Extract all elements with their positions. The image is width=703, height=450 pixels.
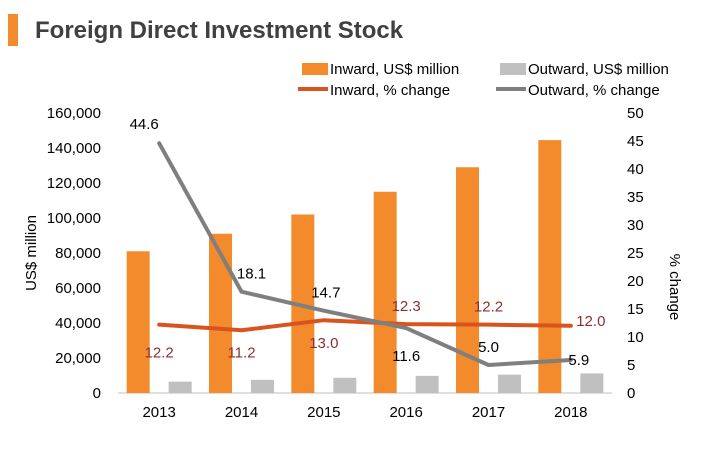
inward-change-point	[405, 323, 407, 325]
outward-change-point	[405, 327, 407, 329]
y2-tick-label: 10	[627, 329, 644, 346]
y-tick-label: 40,000	[55, 315, 101, 332]
outward-change-point	[241, 291, 242, 293]
inward-bar	[456, 167, 479, 393]
y2-tick-label: 50	[627, 105, 644, 122]
outward-change-point	[570, 359, 572, 361]
y-tick-label: 60,000	[55, 280, 101, 297]
data-labels: 12.2 11.2 13.0 12.3 12.2 12.0 44.6 18.1 14.7 11.6…	[130, 116, 606, 369]
inward-change-point	[570, 325, 572, 327]
legend: Inward, US$ million Outward, US$ million I…	[298, 61, 669, 99]
x-tick-label: 2015	[307, 404, 340, 421]
y-tick-label: 100,000	[47, 210, 101, 227]
inward-bar	[373, 191, 397, 393]
inward-bar	[126, 251, 150, 393]
y2-tick-label: 0	[627, 385, 635, 402]
inward-change-point	[241, 329, 242, 331]
y-tick-label: 140,000	[47, 140, 101, 157]
y2-tick-label: 15	[627, 301, 644, 318]
x-tick-label: 2018	[554, 404, 587, 421]
legend-label-inward-line: Inward, % change	[330, 82, 450, 99]
outward-bar	[498, 374, 521, 393]
axes: 0 20,000 40,000 60,000 80,000 100,000 120,000 1…	[23, 105, 683, 421]
y-tick-label: 20,000	[55, 350, 101, 367]
inward-change-label: 11.2	[227, 344, 255, 361]
y2-tick-label: 25	[627, 245, 644, 262]
y-tick-label: 0	[93, 385, 101, 402]
y2-tick-label: 30	[627, 217, 644, 234]
inward-change-point	[158, 324, 160, 326]
y-tick-label: 120,000	[47, 175, 101, 192]
outward-bar	[580, 373, 604, 393]
legend-label-outward-bar: Outward, US$ million	[528, 61, 669, 78]
x-tick-label: 2013	[142, 404, 175, 421]
inward-bar	[291, 214, 315, 393]
inward-change-point	[488, 324, 489, 326]
outward-change-point	[488, 364, 489, 366]
legend-label-outward-line: Outward, % change	[528, 82, 660, 99]
inward-change-label: 12.3	[392, 298, 421, 315]
outward-change-label: 14.7	[311, 285, 340, 302]
inward-change-label: 12.0	[576, 313, 605, 330]
inward-change-label: 13.0	[309, 335, 338, 352]
y2-tick-label: 40	[627, 161, 644, 178]
legend-swatch-inward-bar	[302, 63, 328, 75]
y2-tick-label: 45	[627, 133, 644, 150]
x-tick-label: 2014	[225, 404, 258, 421]
outward-change-line	[157, 141, 573, 367]
y2-tick-label: 20	[627, 273, 644, 290]
y-axis-title: US$ million	[23, 215, 40, 291]
outward-bar	[251, 379, 274, 393]
y2-tick-label: 5	[627, 357, 635, 374]
outward-change-point	[158, 142, 160, 144]
chart-title: Foreign Direct Investment Stock	[35, 17, 404, 44]
y2-axis-title: % change	[666, 254, 683, 321]
y2-tick-label: 35	[627, 189, 644, 206]
outward-change-label: 5.9	[568, 352, 589, 369]
outward-change-label: 18.1	[237, 266, 266, 283]
inward-change-label: 12.2	[145, 345, 174, 362]
x-tick-label: 2017	[472, 404, 505, 421]
outward-change-label: 44.6	[130, 116, 159, 133]
title-accent-bar	[8, 14, 18, 46]
inward-change-point	[323, 319, 325, 321]
outward-change-point	[323, 310, 325, 312]
outward-bar	[333, 377, 357, 393]
legend-swatch-outward-bar	[500, 63, 526, 75]
inward-bar	[538, 140, 562, 393]
lines	[157, 141, 573, 367]
y-tick-label: 80,000	[55, 245, 101, 262]
x-tick-label: 2016	[389, 404, 422, 421]
outward-change-label: 5.0	[478, 339, 499, 356]
legend-label-inward-bar: Inward, US$ million	[330, 61, 459, 78]
outward-bar	[168, 381, 192, 393]
outward-bar	[415, 375, 439, 393]
bars	[126, 140, 604, 393]
inward-change-line	[157, 318, 573, 333]
inward-bar	[209, 233, 232, 393]
inward-change-label: 12.2	[474, 299, 503, 316]
y-tick-label: 160,000	[47, 105, 101, 122]
outward-change-label: 11.6	[392, 348, 420, 365]
